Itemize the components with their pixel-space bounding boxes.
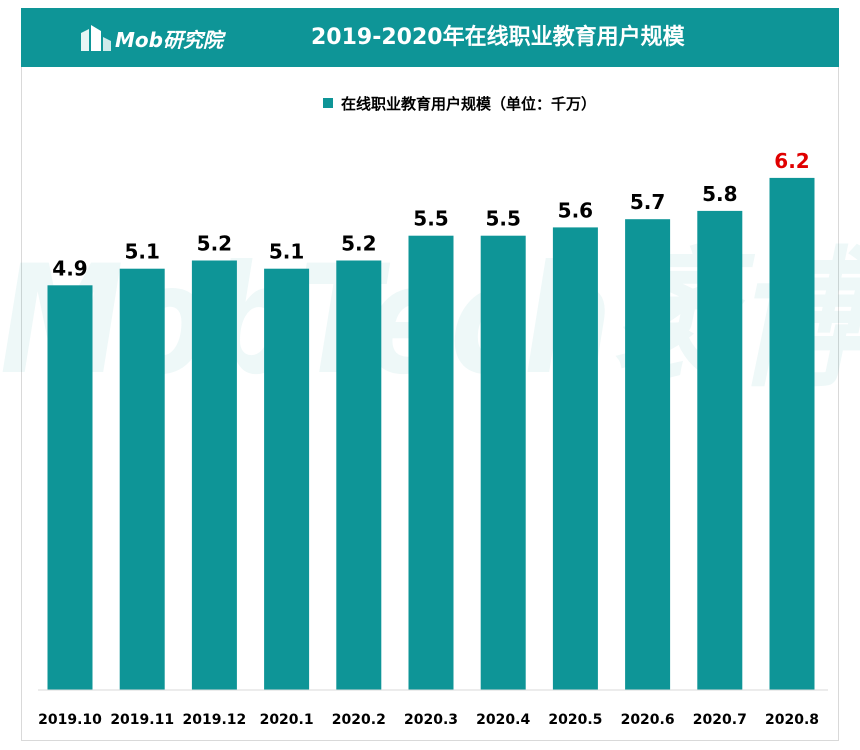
mob-logo: Mob研究院 — [79, 20, 223, 56]
value-labels-layer: 4.9 5.1 5.2 5.1 5.2 5.5 5.5 5.6 5.7 5.8 6.2 — [52, 149, 809, 280]
value-label-2020.5: 5.6 — [558, 198, 593, 222]
bar-2020.2 — [336, 260, 382, 690]
bar-2019.10 — [47, 285, 93, 690]
value-label-2020.1: 5.1 — [269, 240, 304, 264]
legend-swatch — [323, 98, 333, 108]
bar-2019.12 — [191, 260, 237, 690]
value-label-2020.2: 5.2 — [341, 232, 376, 256]
x-tick-label-2019.12: 2019.12 — [183, 712, 247, 728]
x-tick-label-2020.4: 2020.4 — [476, 712, 530, 728]
bar-2020.4 — [480, 235, 526, 690]
bar-2020.7 — [697, 210, 743, 690]
x-tick-label-2020.7: 2020.7 — [693, 712, 747, 728]
x-tick-label-2020.5: 2020.5 — [548, 712, 602, 728]
bar-2020.5 — [552, 227, 598, 690]
x-tick-label-2020.6: 2020.6 — [621, 712, 675, 728]
legend-label: 在线职业教育用户规模（单位：千万） — [341, 94, 597, 113]
value-label-2020.3: 5.5 — [413, 207, 448, 231]
bar-2019.11 — [119, 268, 165, 690]
value-label-2019.11: 5.1 — [124, 240, 159, 264]
chart-legend: 在线职业教育用户规模（单位：千万） — [323, 92, 596, 114]
value-label-2020.6: 5.7 — [630, 190, 665, 214]
x-tick-label-2019.10: 2019.10 — [38, 712, 102, 728]
x-tick-label-2019.11: 2019.11 — [110, 712, 174, 728]
bar-2020.1 — [264, 268, 310, 690]
x-tick-label-2020.8: 2020.8 — [765, 712, 819, 728]
x-tick-labels-layer: 2019.10 2019.11 2019.12 2020.1 2020.2 2020.3 2… — [38, 712, 819, 728]
chart-title: 2019-2020年在线职业教育用户规模 — [311, 25, 685, 50]
logo-text: Mob研究院 — [115, 27, 223, 52]
value-label-2019.12: 5.2 — [197, 232, 232, 256]
chart-header: Mob研究院 2019-2020年在线职业教育用户规模 — [21, 8, 839, 67]
value-label-2020.7: 5.8 — [702, 182, 737, 206]
value-label-2020.4: 5.5 — [485, 207, 520, 231]
value-label-2020.8: 6.2 — [774, 149, 809, 173]
bar-2020.6 — [625, 219, 671, 690]
bars-layer — [47, 177, 815, 690]
x-tick-label-2020.1: 2020.1 — [260, 712, 314, 728]
value-label-2019.10: 4.9 — [52, 256, 87, 280]
bar-2020.3 — [408, 235, 454, 690]
bar-2020.8 — [769, 177, 815, 690]
mob-logo-icon — [81, 25, 111, 51]
x-tick-label-2020.2: 2020.2 — [332, 712, 386, 728]
x-tick-label-2020.3: 2020.3 — [404, 712, 458, 728]
